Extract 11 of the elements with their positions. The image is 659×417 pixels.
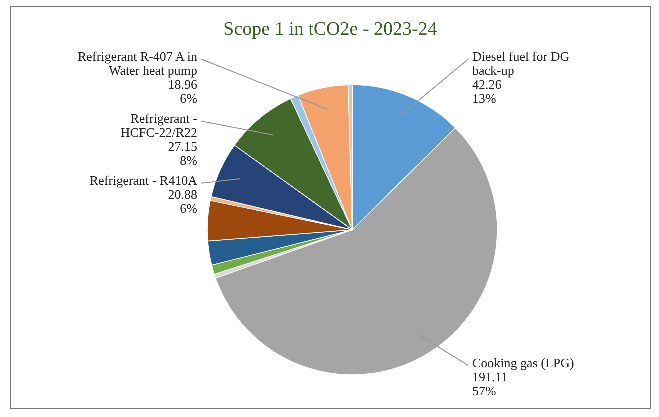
slice-label: Refrigerant R-407 A in Water heat pump <box>78 49 198 78</box>
slice-label: Diesel fuel for DG back-up <box>472 49 570 78</box>
slice-label: Cooking gas (LPG) <box>472 355 574 370</box>
data-label: 20.88 6% <box>168 187 198 216</box>
data-label: 27.15 8% <box>168 139 198 168</box>
chart-title: Scope 1 in tCO2e - 2023-24 <box>224 19 438 40</box>
data-label: 191.11 57% <box>472 369 508 398</box>
data-label: 18.96 6% <box>168 77 198 106</box>
slice-label: Refrigerant - HCFC-22/R22 <box>120 111 198 140</box>
slice-label: Refrigerant - R410A <box>90 173 198 188</box>
data-label: 42.26 13% <box>472 77 502 106</box>
